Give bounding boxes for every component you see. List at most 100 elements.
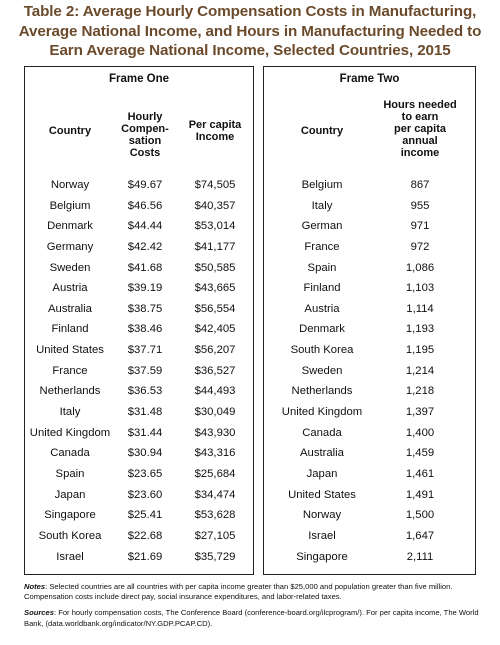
income-cell: $27,105 — [194, 529, 236, 542]
header-line: Hours needed — [383, 99, 457, 111]
frame-one-rows: Norway $49.67 $74,505 Belgium $46.56 $40,357… — [25, 175, 253, 567]
hourly-cost-cell: $30.94 — [127, 447, 163, 460]
hours-cell: 1,193 — [405, 323, 435, 336]
income-cell: $43,665 — [194, 282, 236, 295]
sources-text: : For hourly compensation costs, The Con… — [24, 608, 479, 628]
hours-cell: 955 — [410, 199, 430, 212]
header-hours-needed: Hours needed to earn per capita annual i… — [374, 99, 466, 159]
hourly-cost-cell: $49.67 — [127, 179, 163, 191]
hours-cell: 1,086 — [405, 261, 435, 274]
hours-cell: 1,397 — [405, 406, 435, 419]
income-cell: $35,729 — [194, 550, 236, 563]
country-cell: Norway — [50, 179, 90, 191]
income-cell: $40,357 — [194, 199, 236, 212]
table-row: Japan $23.60 $34,474 — [25, 485, 253, 506]
hours-cell: 1,500 — [405, 509, 435, 522]
hours-cell: 1,459 — [405, 447, 435, 460]
frame-two: Frame Two Country Hours needed to earn p… — [263, 66, 476, 575]
table-row: Germany $42.42 $41,177 — [25, 237, 253, 258]
title-line: Table 2: Average Hourly Compensation Cos… — [23, 3, 477, 20]
table-row: United Kingdom $31.44 $43,930 — [25, 423, 253, 444]
hourly-cost-cell: $23.65 — [127, 467, 163, 480]
header-line: Hourly — [127, 111, 163, 123]
table-row: Sweden 1,214 — [264, 361, 475, 382]
country-cell: Denmark — [299, 323, 345, 336]
footnotes: Notes: Selected countries are all countr… — [24, 582, 480, 635]
table-row: Singapore 2,111 — [264, 547, 475, 568]
frame-one: Frame One Country Hourly Compen- sation … — [24, 66, 254, 575]
income-cell: $25,684 — [194, 467, 236, 480]
hours-cell: 1,103 — [405, 282, 435, 295]
hours-cell: 1,491 — [405, 488, 435, 501]
table-row: United States 1,491 — [264, 485, 475, 506]
country-cell: Canada — [50, 447, 90, 460]
table-row: Denmark 1,193 — [264, 319, 475, 340]
hours-cell: 1,218 — [405, 385, 435, 398]
country-cell: Sweden — [301, 364, 343, 377]
frame-one-title: Frame One — [108, 73, 170, 85]
hourly-cost-cell: $22.68 — [127, 529, 163, 542]
income-cell: $56,554 — [194, 302, 236, 315]
country-cell: Italy — [59, 406, 81, 419]
notes-paragraph: Notes: Selected countries are all countr… — [24, 582, 480, 602]
income-cell: $74,505 — [194, 179, 236, 191]
header-line: annual — [402, 135, 438, 147]
table-row: Canada 1,400 — [264, 423, 475, 444]
header-line: per capita — [394, 123, 446, 135]
table-row: German 971 — [264, 216, 475, 237]
header-line: sation — [128, 135, 162, 147]
country-cell: United Kingdom — [29, 426, 111, 439]
table-row: South Korea 1,195 — [264, 340, 475, 361]
income-cell: $30,049 — [194, 406, 236, 419]
hours-cell: 1,214 — [405, 364, 435, 377]
hours-cell: 971 — [410, 220, 430, 233]
title-line: Earn Average National Income, Selected C… — [49, 42, 451, 59]
hourly-cost-cell: $41.68 — [127, 261, 163, 274]
hourly-cost-cell: $38.46 — [127, 323, 163, 336]
table-row: Norway 1,500 — [264, 505, 475, 526]
header-country: Country — [300, 125, 344, 137]
country-cell: United States — [288, 488, 356, 501]
title-line: Average National Income, and Hours in Ma… — [18, 22, 482, 40]
header-line: Income — [195, 131, 235, 143]
country-cell: Spain — [55, 467, 85, 480]
hours-cell: 972 — [410, 240, 430, 253]
country-cell: Finland — [51, 323, 89, 336]
header-line: Compen- — [121, 123, 169, 135]
country-cell: Finland — [303, 282, 341, 295]
country-cell: South Korea — [38, 529, 102, 542]
table-row: Singapore $25.41 $53,628 — [25, 505, 253, 526]
table-row: Netherlands 1,218 — [264, 381, 475, 402]
header-line: Costs — [129, 147, 161, 159]
header-country: Country — [48, 125, 92, 137]
table-row: Australia $38.75 $56,554 — [25, 299, 253, 320]
hours-cell: 1,195 — [405, 344, 435, 357]
header-hourly-costs: Hourly Compen- sation Costs — [115, 111, 175, 159]
country-cell: Singapore — [296, 550, 348, 563]
table-row: Israel 1,647 — [264, 526, 475, 547]
hourly-cost-cell: $37.71 — [127, 344, 163, 357]
country-cell: Australia — [48, 302, 92, 315]
country-cell: Austria — [304, 302, 340, 315]
country-cell: South Korea — [290, 344, 354, 357]
table-row: Belgium $46.56 $40,357 — [25, 196, 253, 217]
income-cell: $53,628 — [194, 509, 236, 522]
hourly-cost-cell: $46.56 — [127, 199, 163, 212]
table-row: Belgium 867 — [264, 175, 475, 196]
hourly-cost-cell: $31.48 — [127, 406, 163, 419]
income-cell: $43,930 — [194, 426, 236, 439]
table-title: Table 2: Average Hourly Compensation Cos… — [0, 2, 500, 61]
country-cell: Netherlands — [291, 385, 353, 398]
income-cell: $44,493 — [194, 385, 236, 398]
table-row: Italy $31.48 $30,049 — [25, 402, 253, 423]
header-per-capita-income: Per capita Income — [181, 119, 249, 143]
table-row: United States $37.71 $56,207 — [25, 340, 253, 361]
table-row: Japan 1,461 — [264, 464, 475, 485]
hourly-cost-cell: $42.42 — [127, 240, 163, 253]
table-row: Canada $30.94 $43,316 — [25, 443, 253, 464]
country-cell: Sweden — [49, 261, 91, 274]
table-row: France 972 — [264, 237, 475, 258]
hourly-cost-cell: $38.75 — [127, 302, 163, 315]
table-row: Spain $23.65 $25,684 — [25, 464, 253, 485]
